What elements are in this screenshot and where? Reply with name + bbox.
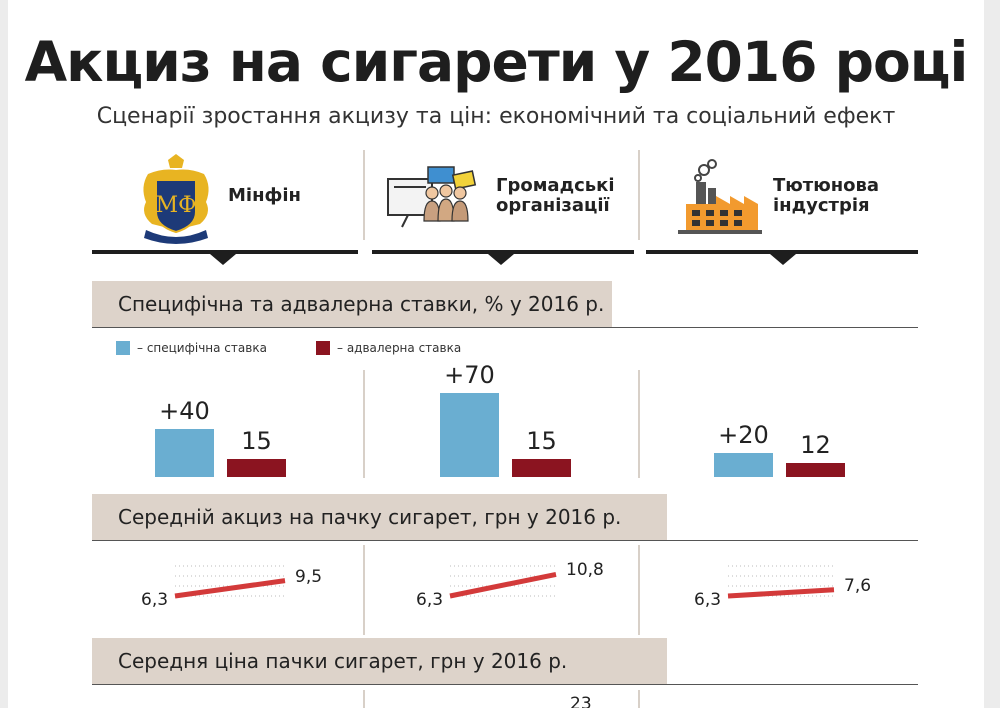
column-pointer (210, 254, 236, 265)
bar-advalorem (227, 459, 286, 477)
bar-value-label: +70 (444, 361, 495, 389)
column-divider (638, 370, 640, 478)
column-underline (646, 250, 918, 254)
column-divider (363, 150, 365, 240)
legend-swatch-advalorem (316, 341, 330, 355)
bar-advalorem (512, 459, 571, 477)
bar-value-label: +40 (159, 397, 210, 425)
column-divider (363, 690, 365, 708)
column-divider (363, 370, 365, 478)
column-underline (92, 250, 358, 254)
section-rule (92, 540, 918, 541)
line-start-label: 6,3 (416, 590, 444, 610)
price-partial-label: 23 (570, 694, 592, 708)
line-end-label: 9,5 (295, 566, 323, 587)
page-title: Акциз на сигарети у 2016 році (24, 30, 969, 94)
column-title-tobacco-industry: Тютюнова індустрія (773, 175, 880, 216)
bar-advalorem (786, 462, 845, 477)
bar-specific (440, 393, 499, 477)
column-pointer (488, 254, 514, 265)
svg-text:МФ: МФ (156, 193, 197, 218)
bar-specific (155, 429, 214, 477)
section-title-price: Середня ціна пачки сигарет, грн у 2016 р… (92, 638, 667, 684)
excise-trend-line (174, 578, 286, 599)
section-title-rates: Специфічна та адвалерна ставки, % у 2016… (92, 281, 612, 327)
column-underline (372, 250, 634, 254)
column-title-public-orgs: Громадські організації (496, 175, 615, 216)
column-divider (638, 690, 640, 708)
column-divider (363, 545, 365, 635)
column-divider (638, 545, 640, 635)
line-start-label: 6,3 (141, 590, 169, 610)
column-pointer (770, 254, 796, 265)
column-title-minfin: Мінфін (228, 185, 301, 206)
line-end-label: 10,8 (566, 560, 604, 581)
line-start-label: 6,3 (694, 590, 722, 610)
page-subtitle: Сценарії зростання акцизу та цін: економ… (96, 104, 896, 129)
section-title-excise: Середній акциз на пачку сигарет, грн у 2… (92, 494, 667, 540)
excise-trend-line (449, 571, 557, 599)
legend-specific: – специфічна ставка (116, 341, 267, 355)
bar-value-label: 12 (800, 430, 831, 459)
section-rule (92, 327, 918, 328)
bar-value-label: +20 (718, 421, 769, 449)
legend-swatch-specific (116, 341, 130, 355)
bar-value-label: 15 (241, 427, 272, 455)
excise-trend-line (727, 587, 835, 599)
bar-value-label: 15 (526, 427, 557, 455)
legend-label-specific: – специфічна ставка (137, 341, 267, 355)
legend-label-advalorem: – адвалерна ставка (337, 341, 462, 355)
legend-advalorem: – адвалерна ставка (316, 341, 461, 355)
section-rule (92, 684, 918, 685)
infographic: Акциз на сигарети у 2016 році Сценарії з… (8, 0, 984, 708)
column-divider (638, 150, 640, 240)
line-end-label: 7,6 (844, 575, 872, 596)
bar-specific (714, 453, 773, 477)
